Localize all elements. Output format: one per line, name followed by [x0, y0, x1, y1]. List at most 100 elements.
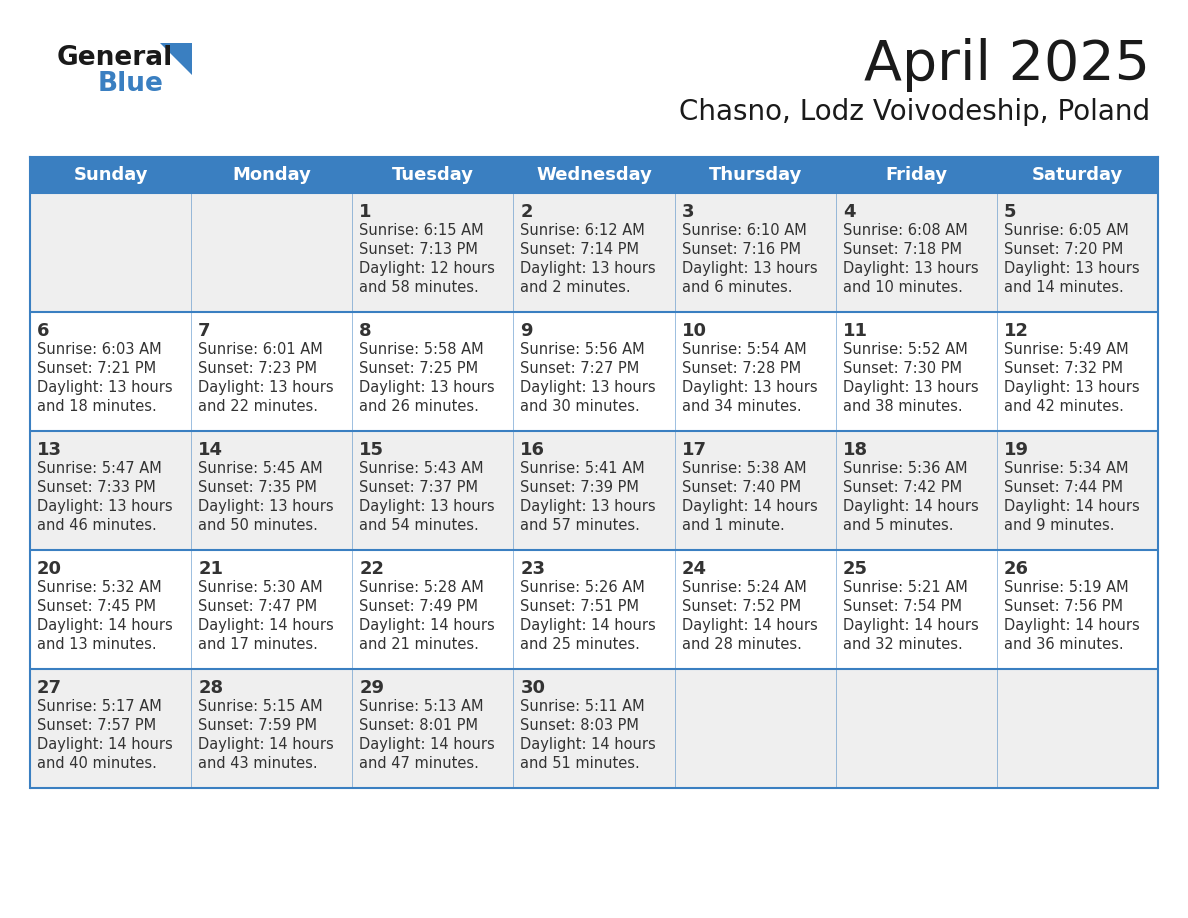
Text: Daylight: 13 hours: Daylight: 13 hours	[520, 499, 656, 514]
Text: April 2025: April 2025	[864, 38, 1150, 92]
Text: Sunrise: 5:15 AM: Sunrise: 5:15 AM	[198, 699, 323, 714]
Text: and 43 minutes.: and 43 minutes.	[198, 756, 317, 771]
Text: Daylight: 14 hours: Daylight: 14 hours	[1004, 499, 1139, 514]
Text: and 14 minutes.: and 14 minutes.	[1004, 280, 1124, 295]
Text: and 46 minutes.: and 46 minutes.	[37, 518, 157, 533]
Text: Sunrise: 5:24 AM: Sunrise: 5:24 AM	[682, 580, 807, 595]
Text: Daylight: 13 hours: Daylight: 13 hours	[37, 499, 172, 514]
Text: General: General	[57, 45, 173, 71]
Text: 28: 28	[198, 679, 223, 697]
Text: Daylight: 14 hours: Daylight: 14 hours	[842, 499, 979, 514]
Text: Sunset: 7:59 PM: Sunset: 7:59 PM	[198, 718, 317, 733]
Text: Daylight: 13 hours: Daylight: 13 hours	[198, 499, 334, 514]
Text: 13: 13	[37, 441, 62, 459]
Text: and 40 minutes.: and 40 minutes.	[37, 756, 157, 771]
Text: Sunrise: 5:41 AM: Sunrise: 5:41 AM	[520, 461, 645, 476]
Text: and 36 minutes.: and 36 minutes.	[1004, 637, 1124, 652]
Text: Daylight: 13 hours: Daylight: 13 hours	[1004, 380, 1139, 395]
FancyBboxPatch shape	[30, 669, 1158, 788]
Text: Tuesday: Tuesday	[392, 166, 474, 184]
Text: and 28 minutes.: and 28 minutes.	[682, 637, 802, 652]
Text: and 2 minutes.: and 2 minutes.	[520, 280, 631, 295]
Text: Daylight: 14 hours: Daylight: 14 hours	[682, 618, 817, 633]
Text: Sunrise: 5:32 AM: Sunrise: 5:32 AM	[37, 580, 162, 595]
Text: Sunrise: 6:01 AM: Sunrise: 6:01 AM	[198, 342, 323, 357]
Text: 19: 19	[1004, 441, 1029, 459]
Text: 10: 10	[682, 322, 707, 340]
FancyBboxPatch shape	[30, 550, 1158, 669]
Text: Sunrise: 5:43 AM: Sunrise: 5:43 AM	[359, 461, 484, 476]
Text: Daylight: 12 hours: Daylight: 12 hours	[359, 261, 495, 276]
Text: 9: 9	[520, 322, 533, 340]
Text: and 6 minutes.: and 6 minutes.	[682, 280, 792, 295]
Text: and 38 minutes.: and 38 minutes.	[842, 399, 962, 414]
Text: Sunrise: 5:17 AM: Sunrise: 5:17 AM	[37, 699, 162, 714]
Text: and 5 minutes.: and 5 minutes.	[842, 518, 953, 533]
Text: Chasno, Lodz Voivodeship, Poland: Chasno, Lodz Voivodeship, Poland	[678, 98, 1150, 126]
Text: Sunset: 7:14 PM: Sunset: 7:14 PM	[520, 242, 639, 257]
Text: 2: 2	[520, 203, 533, 221]
Text: Sunrise: 5:52 AM: Sunrise: 5:52 AM	[842, 342, 967, 357]
Text: Sunset: 8:03 PM: Sunset: 8:03 PM	[520, 718, 639, 733]
Text: Sunset: 7:44 PM: Sunset: 7:44 PM	[1004, 480, 1123, 495]
Text: and 58 minutes.: and 58 minutes.	[359, 280, 479, 295]
Text: Sunrise: 6:15 AM: Sunrise: 6:15 AM	[359, 223, 484, 238]
Text: 23: 23	[520, 560, 545, 578]
Text: Daylight: 13 hours: Daylight: 13 hours	[1004, 261, 1139, 276]
Text: Sunset: 7:54 PM: Sunset: 7:54 PM	[842, 599, 962, 614]
Text: Sunset: 7:28 PM: Sunset: 7:28 PM	[682, 361, 801, 376]
Text: 24: 24	[682, 560, 707, 578]
Text: 11: 11	[842, 322, 867, 340]
Text: and 9 minutes.: and 9 minutes.	[1004, 518, 1114, 533]
Text: Daylight: 13 hours: Daylight: 13 hours	[682, 380, 817, 395]
Text: Sunset: 7:13 PM: Sunset: 7:13 PM	[359, 242, 478, 257]
Text: Daylight: 14 hours: Daylight: 14 hours	[37, 618, 172, 633]
Text: Sunset: 7:23 PM: Sunset: 7:23 PM	[198, 361, 317, 376]
Text: 21: 21	[198, 560, 223, 578]
Text: Daylight: 13 hours: Daylight: 13 hours	[359, 380, 495, 395]
Text: Daylight: 14 hours: Daylight: 14 hours	[198, 618, 334, 633]
Text: Sunrise: 6:08 AM: Sunrise: 6:08 AM	[842, 223, 967, 238]
Text: and 47 minutes.: and 47 minutes.	[359, 756, 479, 771]
Text: Sunrise: 5:49 AM: Sunrise: 5:49 AM	[1004, 342, 1129, 357]
Text: Daylight: 14 hours: Daylight: 14 hours	[520, 618, 656, 633]
Text: Sunrise: 6:05 AM: Sunrise: 6:05 AM	[1004, 223, 1129, 238]
Text: Sunset: 7:32 PM: Sunset: 7:32 PM	[1004, 361, 1123, 376]
Text: and 42 minutes.: and 42 minutes.	[1004, 399, 1124, 414]
Text: Sunset: 7:30 PM: Sunset: 7:30 PM	[842, 361, 962, 376]
Text: Sunset: 7:42 PM: Sunset: 7:42 PM	[842, 480, 962, 495]
Text: 15: 15	[359, 441, 384, 459]
Text: Sunset: 7:21 PM: Sunset: 7:21 PM	[37, 361, 156, 376]
Text: Sunset: 7:57 PM: Sunset: 7:57 PM	[37, 718, 156, 733]
Text: Wednesday: Wednesday	[536, 166, 652, 184]
Text: Daylight: 14 hours: Daylight: 14 hours	[198, 737, 334, 752]
Text: Thursday: Thursday	[708, 166, 802, 184]
Text: Daylight: 14 hours: Daylight: 14 hours	[1004, 618, 1139, 633]
Text: Sunday: Sunday	[74, 166, 147, 184]
Text: 14: 14	[198, 441, 223, 459]
Text: Daylight: 13 hours: Daylight: 13 hours	[842, 261, 979, 276]
Text: Sunrise: 5:13 AM: Sunrise: 5:13 AM	[359, 699, 484, 714]
Text: Daylight: 13 hours: Daylight: 13 hours	[520, 261, 656, 276]
Text: Daylight: 14 hours: Daylight: 14 hours	[520, 737, 656, 752]
FancyBboxPatch shape	[30, 193, 1158, 312]
Text: 22: 22	[359, 560, 384, 578]
Text: and 13 minutes.: and 13 minutes.	[37, 637, 157, 652]
Text: and 10 minutes.: and 10 minutes.	[842, 280, 962, 295]
Text: Friday: Friday	[885, 166, 947, 184]
Text: Sunrise: 5:38 AM: Sunrise: 5:38 AM	[682, 461, 807, 476]
Text: Daylight: 14 hours: Daylight: 14 hours	[359, 737, 495, 752]
Text: Daylight: 13 hours: Daylight: 13 hours	[359, 499, 495, 514]
Text: Sunset: 7:39 PM: Sunset: 7:39 PM	[520, 480, 639, 495]
FancyBboxPatch shape	[30, 431, 1158, 550]
Text: and 26 minutes.: and 26 minutes.	[359, 399, 479, 414]
Text: and 50 minutes.: and 50 minutes.	[198, 518, 318, 533]
Text: Sunrise: 5:19 AM: Sunrise: 5:19 AM	[1004, 580, 1129, 595]
FancyBboxPatch shape	[30, 157, 1158, 193]
Text: and 34 minutes.: and 34 minutes.	[682, 399, 801, 414]
Text: 1: 1	[359, 203, 372, 221]
Text: Sunrise: 5:56 AM: Sunrise: 5:56 AM	[520, 342, 645, 357]
Text: 30: 30	[520, 679, 545, 697]
Text: Daylight: 13 hours: Daylight: 13 hours	[520, 380, 656, 395]
Text: 26: 26	[1004, 560, 1029, 578]
